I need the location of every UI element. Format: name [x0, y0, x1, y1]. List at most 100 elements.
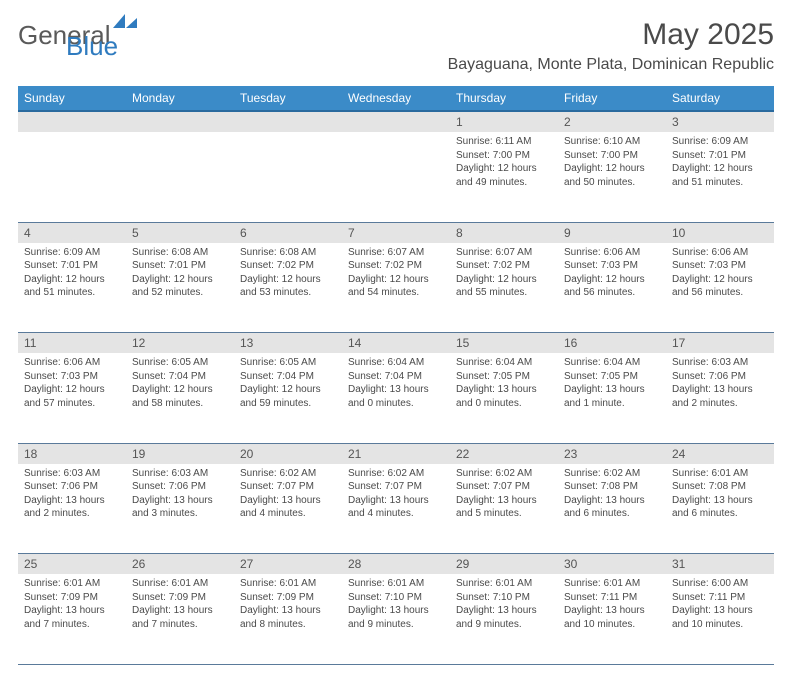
sunset-text: Sunset: 7:07 PM [456, 480, 552, 494]
sunset-text: Sunset: 7:01 PM [24, 259, 120, 273]
daylight-text: Daylight: 13 hours and 5 minutes. [456, 494, 552, 521]
day-details: Sunrise: 6:04 AMSunset: 7:05 PMDaylight:… [558, 353, 666, 416]
sunrise-text: Sunrise: 6:03 AM [24, 467, 120, 481]
day-cell: Sunrise: 6:01 AMSunset: 7:10 PMDaylight:… [342, 574, 450, 664]
day-number: 12 [126, 333, 234, 354]
day-number: 26 [126, 554, 234, 575]
day-cell: Sunrise: 6:02 AMSunset: 7:07 PMDaylight:… [450, 464, 558, 554]
day-number [234, 111, 342, 132]
day-cell: Sunrise: 6:02 AMSunset: 7:07 PMDaylight:… [342, 464, 450, 554]
day-details: Sunrise: 6:02 AMSunset: 7:07 PMDaylight:… [342, 464, 450, 527]
day-number: 10 [666, 222, 774, 243]
day-cell: Sunrise: 6:06 AMSunset: 7:03 PMDaylight:… [558, 243, 666, 333]
day-details: Sunrise: 6:01 AMSunset: 7:10 PMDaylight:… [450, 574, 558, 637]
sunrise-text: Sunrise: 6:03 AM [672, 356, 768, 370]
day-number: 19 [126, 443, 234, 464]
sunrise-text: Sunrise: 6:03 AM [132, 467, 228, 481]
sunset-text: Sunset: 7:00 PM [564, 149, 660, 163]
day-details: Sunrise: 6:01 AMSunset: 7:11 PMDaylight:… [558, 574, 666, 637]
sunset-text: Sunset: 7:11 PM [564, 591, 660, 605]
day-number: 21 [342, 443, 450, 464]
day-cell: Sunrise: 6:01 AMSunset: 7:11 PMDaylight:… [558, 574, 666, 664]
daylight-text: Daylight: 12 hours and 59 minutes. [240, 383, 336, 410]
day-details: Sunrise: 6:08 AMSunset: 7:02 PMDaylight:… [234, 243, 342, 306]
day-details: Sunrise: 6:01 AMSunset: 7:09 PMDaylight:… [18, 574, 126, 637]
day-cell: Sunrise: 6:09 AMSunset: 7:01 PMDaylight:… [18, 243, 126, 333]
sunrise-text: Sunrise: 6:09 AM [24, 246, 120, 260]
day-number: 17 [666, 333, 774, 354]
sunrise-text: Sunrise: 6:02 AM [240, 467, 336, 481]
day-cell: Sunrise: 6:10 AMSunset: 7:00 PMDaylight:… [558, 132, 666, 222]
day-details: Sunrise: 6:04 AMSunset: 7:04 PMDaylight:… [342, 353, 450, 416]
day-number: 29 [450, 554, 558, 575]
day-number: 14 [342, 333, 450, 354]
sunset-text: Sunset: 7:05 PM [564, 370, 660, 384]
daylight-text: Daylight: 12 hours and 57 minutes. [24, 383, 120, 410]
day-details: Sunrise: 6:08 AMSunset: 7:01 PMDaylight:… [126, 243, 234, 306]
day-cell: Sunrise: 6:11 AMSunset: 7:00 PMDaylight:… [450, 132, 558, 222]
day-details: Sunrise: 6:02 AMSunset: 7:08 PMDaylight:… [558, 464, 666, 527]
sunrise-text: Sunrise: 6:04 AM [564, 356, 660, 370]
day-number: 20 [234, 443, 342, 464]
sunrise-text: Sunrise: 6:00 AM [672, 577, 768, 591]
day-details: Sunrise: 6:07 AMSunset: 7:02 PMDaylight:… [342, 243, 450, 306]
daynum-row: 45678910 [18, 222, 774, 243]
sunrise-text: Sunrise: 6:01 AM [456, 577, 552, 591]
day-details: Sunrise: 6:09 AMSunset: 7:01 PMDaylight:… [18, 243, 126, 306]
day-number: 27 [234, 554, 342, 575]
day-cell: Sunrise: 6:01 AMSunset: 7:09 PMDaylight:… [234, 574, 342, 664]
day-details: Sunrise: 6:03 AMSunset: 7:06 PMDaylight:… [18, 464, 126, 527]
day-number [126, 111, 234, 132]
day-cell: Sunrise: 6:06 AMSunset: 7:03 PMDaylight:… [666, 243, 774, 333]
day-details: Sunrise: 6:03 AMSunset: 7:06 PMDaylight:… [666, 353, 774, 416]
daylight-text: Daylight: 12 hours and 56 minutes. [564, 273, 660, 300]
sunrise-text: Sunrise: 6:10 AM [564, 135, 660, 149]
sunrise-text: Sunrise: 6:08 AM [240, 246, 336, 260]
day-details: Sunrise: 6:02 AMSunset: 7:07 PMDaylight:… [234, 464, 342, 527]
day-number: 8 [450, 222, 558, 243]
sunset-text: Sunset: 7:08 PM [564, 480, 660, 494]
day-cell: Sunrise: 6:02 AMSunset: 7:08 PMDaylight:… [558, 464, 666, 554]
sunrise-text: Sunrise: 6:01 AM [348, 577, 444, 591]
sunset-text: Sunset: 7:02 PM [456, 259, 552, 273]
day-cell: Sunrise: 6:07 AMSunset: 7:02 PMDaylight:… [342, 243, 450, 333]
sunset-text: Sunset: 7:04 PM [348, 370, 444, 384]
day-details: Sunrise: 6:01 AMSunset: 7:09 PMDaylight:… [126, 574, 234, 637]
day-details: Sunrise: 6:01 AMSunset: 7:10 PMDaylight:… [342, 574, 450, 637]
day-details: Sunrise: 6:05 AMSunset: 7:04 PMDaylight:… [126, 353, 234, 416]
day-cell: Sunrise: 6:01 AMSunset: 7:09 PMDaylight:… [126, 574, 234, 664]
sunset-text: Sunset: 7:03 PM [24, 370, 120, 384]
day-cell [342, 132, 450, 222]
daylight-text: Daylight: 13 hours and 10 minutes. [672, 604, 768, 631]
daylight-text: Daylight: 13 hours and 6 minutes. [672, 494, 768, 521]
day-cell [126, 132, 234, 222]
day-number: 3 [666, 111, 774, 132]
day-number: 4 [18, 222, 126, 243]
daylight-text: Daylight: 13 hours and 9 minutes. [456, 604, 552, 631]
day-cell: Sunrise: 6:03 AMSunset: 7:06 PMDaylight:… [18, 464, 126, 554]
daylight-text: Daylight: 13 hours and 1 minute. [564, 383, 660, 410]
sunset-text: Sunset: 7:01 PM [132, 259, 228, 273]
sunset-text: Sunset: 7:02 PM [348, 259, 444, 273]
day-number: 16 [558, 333, 666, 354]
sunrise-text: Sunrise: 6:01 AM [132, 577, 228, 591]
weekday-header: Friday [558, 86, 666, 111]
day-number: 22 [450, 443, 558, 464]
day-details: Sunrise: 6:07 AMSunset: 7:02 PMDaylight:… [450, 243, 558, 306]
day-number: 2 [558, 111, 666, 132]
day-details: Sunrise: 6:04 AMSunset: 7:05 PMDaylight:… [450, 353, 558, 416]
day-number: 24 [666, 443, 774, 464]
day-cell [234, 132, 342, 222]
daylight-text: Daylight: 12 hours and 56 minutes. [672, 273, 768, 300]
daynum-row: 11121314151617 [18, 333, 774, 354]
daylight-text: Daylight: 12 hours and 58 minutes. [132, 383, 228, 410]
day-cell: Sunrise: 6:08 AMSunset: 7:02 PMDaylight:… [234, 243, 342, 333]
day-number: 28 [342, 554, 450, 575]
day-details: Sunrise: 6:11 AMSunset: 7:00 PMDaylight:… [450, 132, 558, 195]
sunset-text: Sunset: 7:05 PM [456, 370, 552, 384]
day-number: 1 [450, 111, 558, 132]
daylight-text: Daylight: 13 hours and 2 minutes. [672, 383, 768, 410]
sunrise-text: Sunrise: 6:02 AM [564, 467, 660, 481]
day-cell: Sunrise: 6:05 AMSunset: 7:04 PMDaylight:… [126, 353, 234, 443]
daynum-row: 25262728293031 [18, 554, 774, 575]
